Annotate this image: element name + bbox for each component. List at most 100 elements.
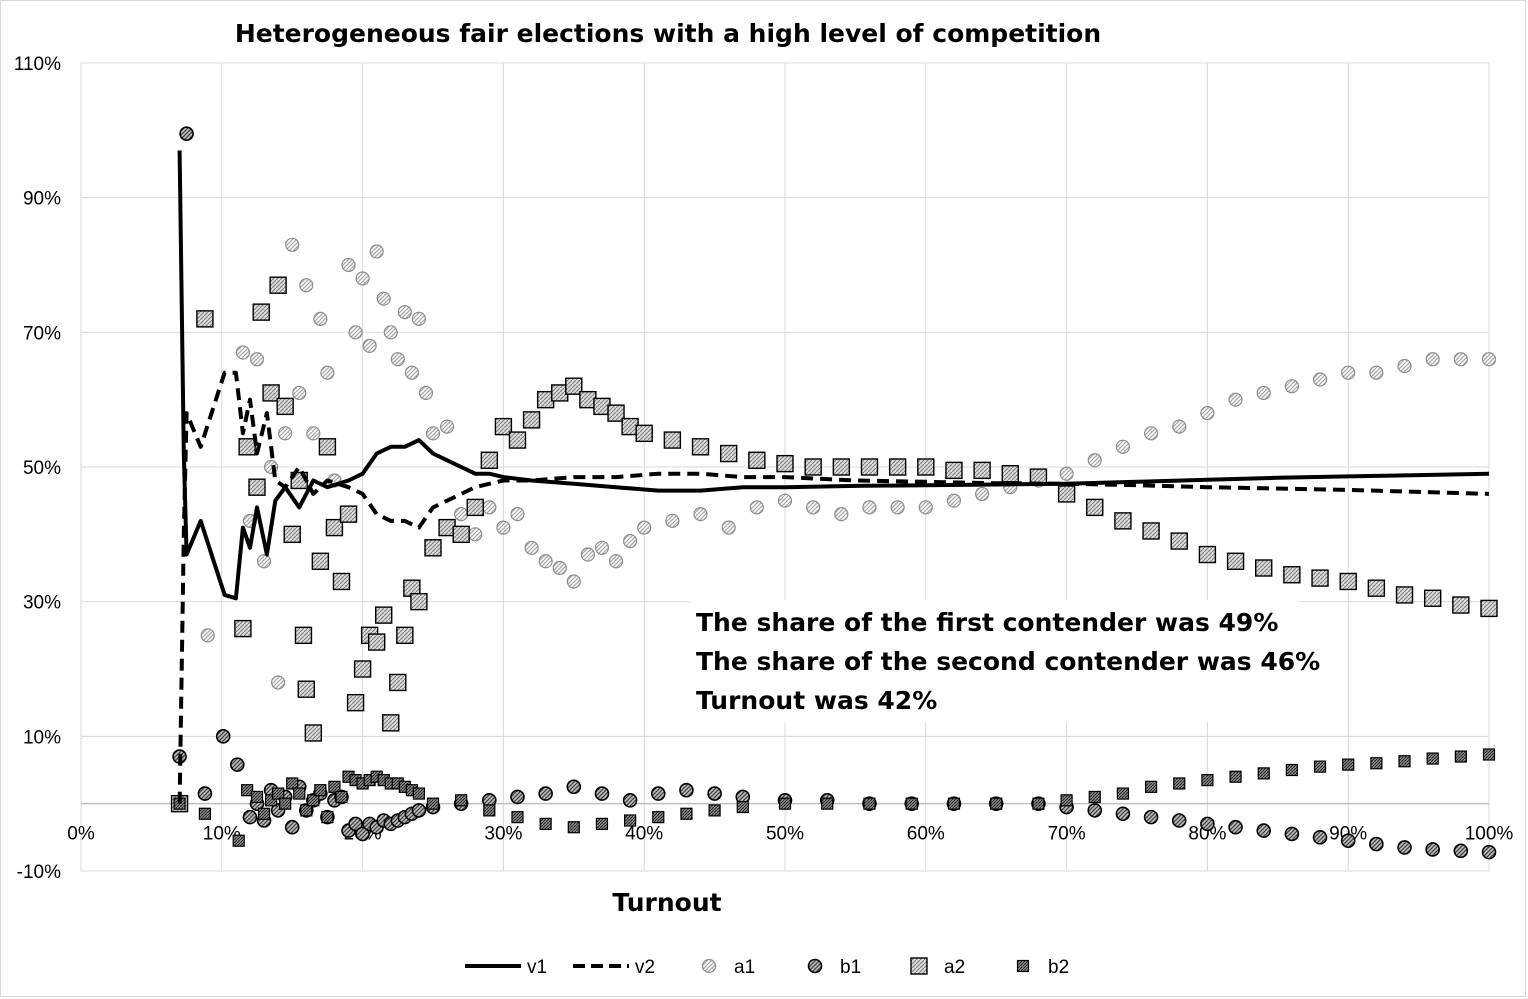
series-a2-point [318, 438, 337, 456]
y-tick-label: 90% [23, 189, 61, 210]
series-b1-point [1481, 844, 1497, 860]
legend-item-b2: b2 [1016, 957, 1069, 978]
series-a1-point [1256, 385, 1271, 401]
series-b2-point [455, 794, 468, 807]
series-a2-point [494, 417, 513, 436]
series-a1-point [1172, 419, 1187, 434]
y-tick-label: 50% [23, 458, 61, 479]
legend-swatch-a2 [910, 957, 928, 975]
series-a1-point [418, 385, 434, 401]
series-b2-point [567, 821, 580, 834]
series-a2-point [776, 454, 794, 473]
annotation-second-contender: The share of the second contender was 46… [696, 647, 1320, 676]
series-a1-point [362, 338, 377, 353]
series-layer [170, 126, 1498, 860]
series-b1-point [215, 729, 231, 744]
series-a2-point [719, 444, 738, 463]
series-b2-point [539, 817, 552, 830]
series-a1-point [320, 365, 335, 380]
series-a1-point [1087, 453, 1102, 468]
series-b2-point [257, 807, 271, 820]
series-a1-point [299, 278, 314, 293]
series-a2-point [196, 310, 214, 328]
series-b1 [172, 126, 1497, 860]
series-a2-point [748, 451, 766, 469]
series-b1-point [679, 782, 694, 798]
series-a2-point [1283, 566, 1301, 584]
series-b2-point [1285, 763, 1298, 777]
legend-swatch-b1 [807, 958, 823, 974]
series-b2-point [1144, 780, 1158, 793]
series-a2-point [565, 377, 583, 395]
series-a2-point [452, 525, 470, 544]
x-tick-label: 70% [1048, 824, 1086, 845]
series-b2-point [511, 811, 524, 824]
series-a1-point [383, 325, 398, 340]
series-b2-point [595, 817, 609, 830]
series-b1-point [1453, 843, 1469, 859]
series-a2-point [607, 404, 625, 422]
legend-swatch-b2 [1016, 959, 1030, 973]
series-v2-line [177, 370, 1490, 804]
legend-item-b1: b1 [807, 957, 861, 978]
series-a1-point [355, 271, 370, 286]
series-a2-point [252, 303, 270, 321]
series-a2-point [1086, 498, 1104, 517]
series-a2-point [269, 276, 287, 294]
series-b2-point [863, 797, 876, 810]
series-b2-point [250, 790, 264, 804]
series-a2-point [522, 411, 541, 429]
x-tick-label: 0% [67, 824, 95, 845]
series-a1-point [425, 426, 441, 441]
series-b1-point [179, 126, 194, 141]
annotation-turnout: Turnout was 42% [696, 686, 937, 715]
series-a1-point [510, 507, 525, 522]
series-b1-point [1143, 809, 1159, 825]
y-tick-label: 10% [23, 727, 61, 748]
series-a2-point [367, 633, 386, 651]
series-b2-point [1313, 760, 1327, 773]
series-a1-point [200, 628, 215, 643]
series-b1-point [622, 792, 638, 808]
series-a1-point [348, 325, 363, 340]
series-b2-point [300, 804, 313, 817]
series-a1-point [1312, 372, 1328, 387]
series-b2-point [483, 804, 496, 817]
series-a1-point [369, 244, 384, 259]
legend-label-a1: a1 [734, 957, 755, 978]
series-a2-point [294, 626, 313, 645]
series-a2-point [860, 458, 879, 476]
series-b1-point [355, 826, 370, 842]
series-b2-point [990, 797, 1003, 810]
series-a1-point [404, 365, 419, 380]
series-a2-point [663, 431, 682, 449]
series-a1-point [249, 352, 265, 367]
series-a1-point [538, 554, 553, 569]
series-a1-point [306, 426, 321, 441]
series-b1-point [197, 786, 213, 801]
x-tick-label: 50% [766, 824, 804, 845]
legend-label-v2: v2 [635, 957, 655, 978]
series-b1-point [411, 803, 427, 818]
series-a1-point [693, 507, 708, 522]
series-b1-point [707, 786, 722, 801]
series-a2-point [1057, 485, 1076, 503]
series-a1-point [777, 493, 793, 508]
series-b2-point [1398, 755, 1411, 768]
series-a2-point [283, 525, 301, 544]
series-a1-point [1228, 392, 1243, 407]
series-a1-point [524, 540, 539, 555]
series-a1-point [1115, 439, 1131, 454]
series-v1-line [177, 150, 1490, 601]
series-a2-point [1226, 552, 1245, 570]
series-b2-point [947, 797, 961, 810]
series-a2-point [1142, 522, 1160, 540]
series-a1-point [271, 675, 286, 690]
series-b1-point [229, 757, 245, 772]
series-b1-point [1228, 819, 1243, 835]
annotation-box [690, 600, 1300, 722]
series-b1-point [1397, 840, 1412, 855]
series-a2-point [396, 626, 414, 645]
series-a1-point [566, 574, 581, 589]
